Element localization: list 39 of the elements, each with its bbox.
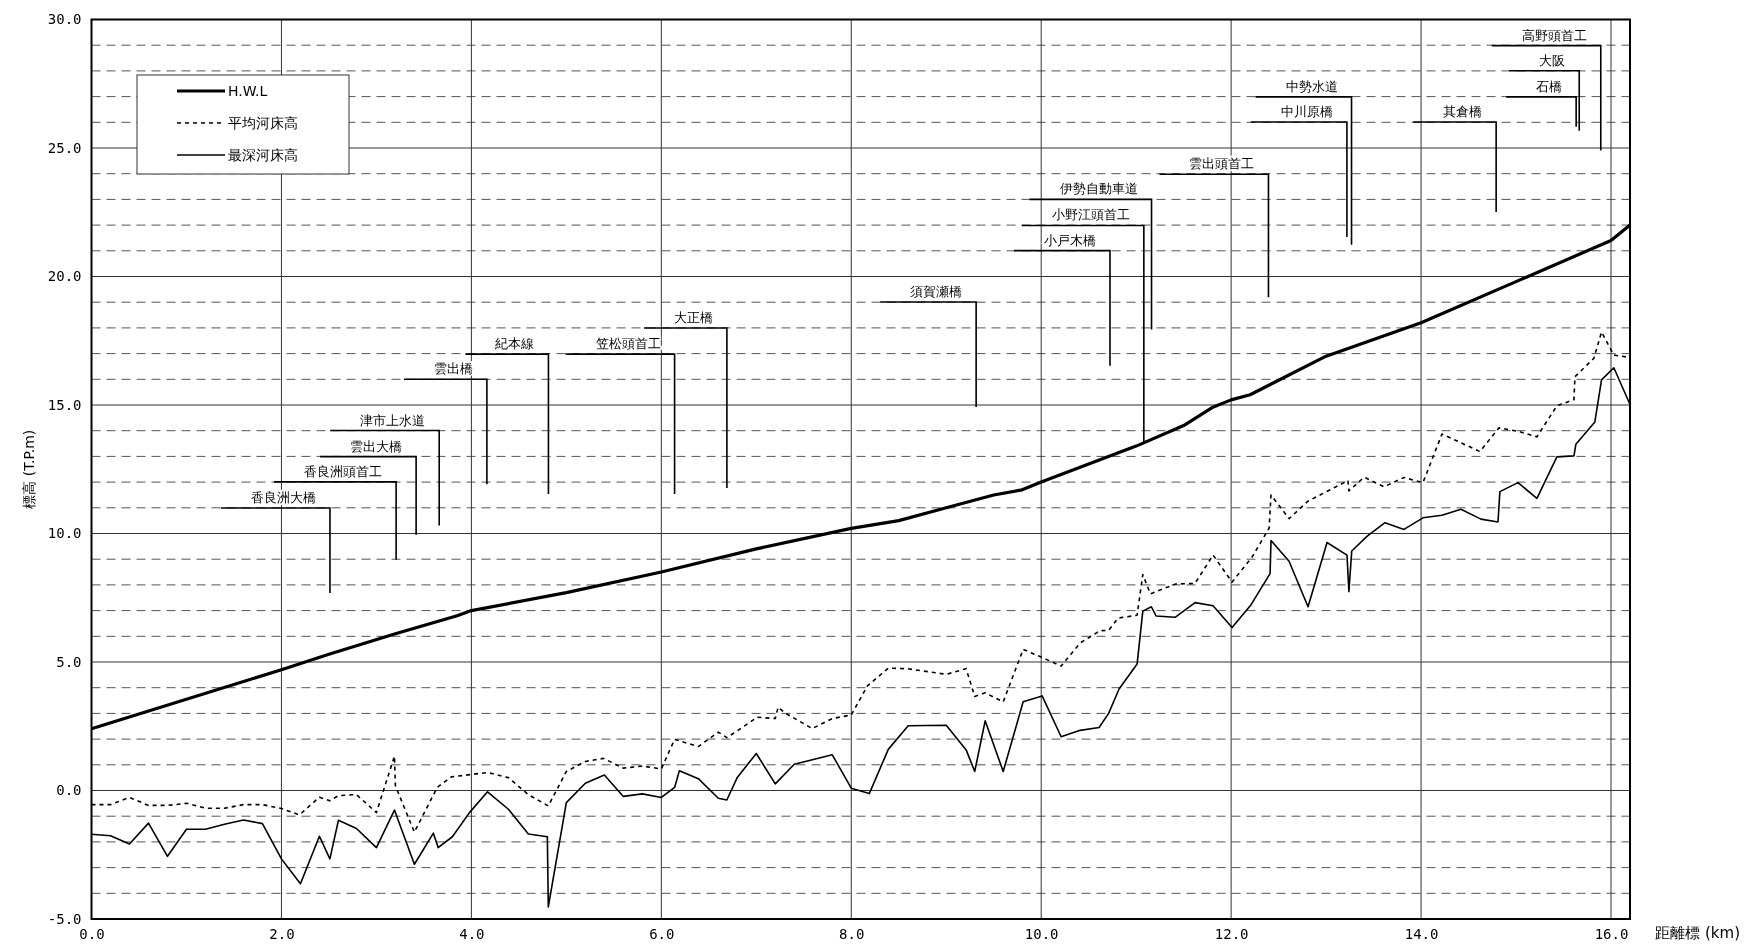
x-tick-label: 12.0	[1214, 925, 1249, 942]
annotation: 中川原橋	[1280, 104, 1333, 120]
x-tick-label: 4.0	[459, 925, 485, 942]
annotation: 小戸木橋	[1043, 232, 1096, 248]
annotation: 雲出頭首工	[1189, 156, 1255, 172]
annotation: 伊勢自動車道	[1059, 181, 1138, 197]
legend-label: H.W.L	[228, 83, 268, 99]
y-tick-label: 0.0	[56, 782, 82, 799]
annotation: 雲出大橋	[350, 438, 403, 454]
y-tick-label: 5.0	[56, 653, 82, 670]
annotation: 須賀瀬橋	[910, 283, 963, 299]
x-tick-label: 10.0	[1024, 925, 1059, 942]
annotation: 其倉橋	[1443, 104, 1483, 120]
annotation: 大阪	[1539, 52, 1566, 68]
x-tick-label: 0.0	[79, 925, 105, 942]
y-tick-label: 10.0	[47, 525, 82, 542]
annotation: 中勢水道	[1285, 78, 1338, 94]
y-tick-label: 20.0	[47, 268, 82, 285]
annotation: 紀本線	[495, 336, 535, 352]
y-tick-label: 15.0	[47, 396, 82, 413]
annotation: 高野頭首工	[1521, 27, 1587, 43]
legend-label: 最深河床高	[228, 147, 298, 163]
x-tick-label: 2.0	[269, 925, 295, 942]
x-tick-label: 8.0	[839, 925, 865, 942]
x-axis-title: 距離標 (km)	[1655, 924, 1740, 942]
annotation: 津市上水道	[360, 412, 426, 428]
y-axis-title: 標高 (T.P.m)	[21, 429, 37, 509]
x-tick-label: 16.0	[1594, 925, 1629, 942]
y-tick-label: 30.0	[47, 11, 82, 28]
x-tick-label: 14.0	[1404, 925, 1439, 942]
annotation: 小野江頭首工	[1051, 207, 1130, 223]
y-tick-label: -5.0	[47, 910, 82, 927]
annotation: 石橋	[1536, 78, 1563, 94]
annotation: 笠松頭首工	[595, 336, 661, 352]
annotation: 香良洲頭首工	[304, 463, 383, 479]
annotation: 大正橋	[673, 310, 713, 326]
y-tick-label: 25.0	[47, 139, 82, 156]
x-tick-label: 6.0	[649, 925, 675, 942]
legend-label: 平均河床高	[228, 115, 298, 131]
